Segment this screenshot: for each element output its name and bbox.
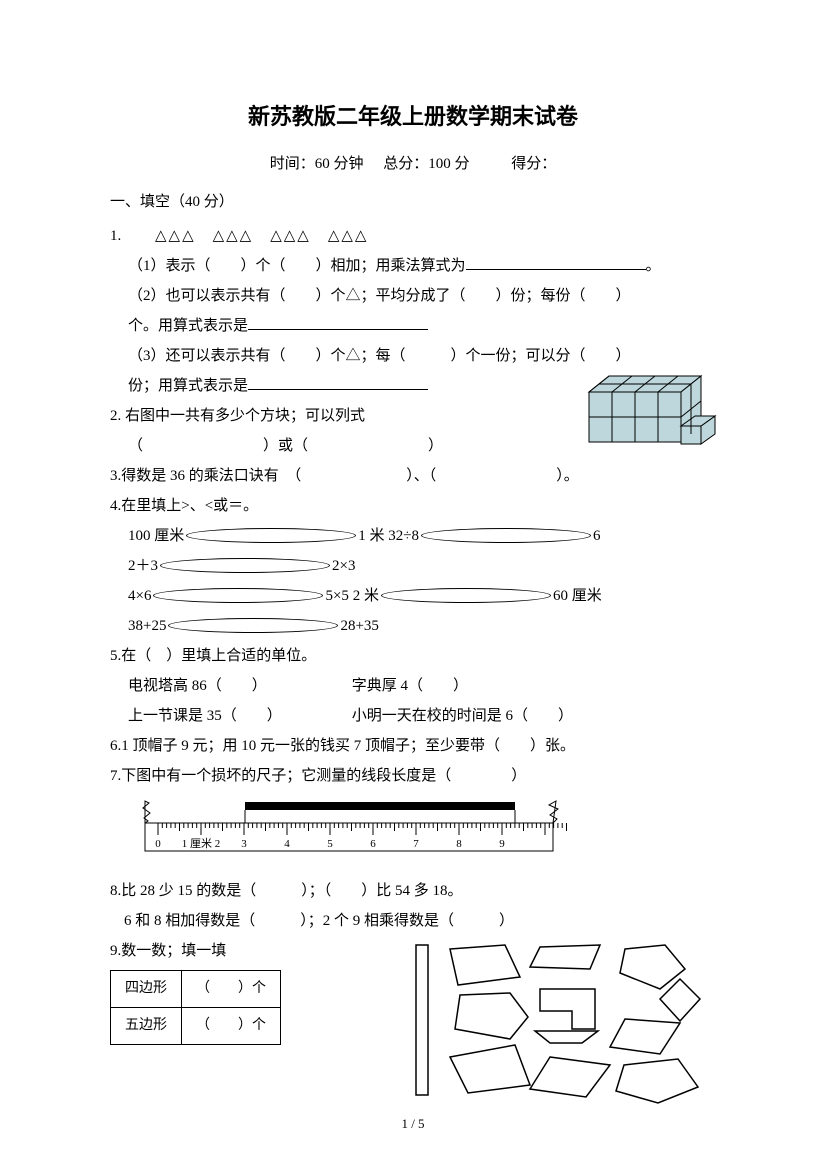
- blank: [248, 375, 428, 390]
- q5-row2: 上一节课是 35（ ） 小明一天在校的时间是 6（ ）: [128, 701, 716, 731]
- q4: 4.在里填上>、<或＝。: [110, 491, 716, 521]
- q8-num: 8.: [110, 883, 121, 899]
- q5-row1: 电视塔高 86（ ） 字典厚 4（ ）: [128, 671, 716, 701]
- q4-text: 在里填上>、<或＝。: [121, 498, 258, 514]
- q8-line2: 6 和 8 相加得数是（ ）；2 个 9 相乘得数是（ ）: [124, 906, 716, 936]
- q4-r1a: 100 厘米1 米: [128, 521, 385, 551]
- section-1-heading: 一、填空（40 分）: [110, 187, 716, 217]
- q2-text: 右图中一共有多少个方块；可以列式: [125, 408, 365, 424]
- q3: 3.得数是 36 的乘法口诀有 （ ）、（ ）。: [110, 461, 716, 491]
- q5-r1a: 电视塔高 86（ ）: [128, 671, 348, 701]
- q1: 1. △△△ △△△ △△△ △△△: [110, 221, 716, 251]
- q1-p1-text: （1）表示（ ）个（ ）相加；用乘法算式为: [128, 258, 466, 274]
- q1-p2b-text: 个。用算式表示是: [128, 318, 248, 334]
- q4-row2: 4×65×5 2 米60 厘米 38+2528+35: [128, 581, 716, 641]
- q2-num: 2.: [110, 408, 121, 424]
- table-row: 四边形 （ ）个: [111, 971, 281, 1008]
- q1-p3: （3）还可以表示共有（ ）个△；每（ ）个一份；可以分（ ）: [128, 341, 716, 371]
- q1-p3b-text: 份；用算式表示是: [128, 378, 248, 394]
- blank: [466, 255, 646, 270]
- svg-text:1 厘米 2: 1 厘米 2: [182, 837, 221, 850]
- q9-num: 9.: [110, 943, 121, 959]
- svg-text:6: 6: [370, 838, 376, 850]
- q7: 7.下图中有一个损坏的尺子；它测量的线段长度是（ ）: [110, 761, 716, 791]
- q5-r2b: 小明一天在校的时间是 6（ ）: [352, 701, 573, 731]
- cubes-figure: [581, 370, 721, 462]
- q6: 6.1 顶帽子 9 元；用 10 元一张的钱买 7 顶帽子；至少要带（ ）张。: [110, 731, 716, 761]
- q5-num: 5.: [110, 648, 121, 664]
- q4-num: 4.: [110, 498, 121, 514]
- q5-r1b: 字典厚 4（ ）: [352, 671, 572, 701]
- q9-r2-val: （ ）个: [182, 1008, 281, 1045]
- meta-row: 时间：60 分钟 总分：100 分 得分：: [110, 149, 716, 179]
- svg-text:0: 0: [155, 838, 161, 850]
- q4-r1c: 2＋32×3: [128, 551, 355, 581]
- q6-num: 6.: [110, 738, 121, 754]
- q1-p2: （2）也可以表示共有（ ）个△；平均分成了（ ）份；每份（ ）: [128, 281, 716, 311]
- q3-text: 得数是 36 的乘法口诀有 （ ）、（ ）。: [121, 468, 579, 484]
- q7-num: 7.: [110, 768, 121, 784]
- table-row: 五边形 （ ）个: [111, 1008, 281, 1045]
- svg-text:3: 3: [241, 838, 247, 850]
- q9-r2-label: 五边形: [111, 1008, 182, 1045]
- q1-p1: （1）表示（ ）个（ ）相加；用乘法算式为 。: [128, 251, 716, 281]
- svg-text:7: 7: [413, 838, 419, 850]
- shapes-figure: [410, 939, 710, 1109]
- q1-num: 1.: [110, 228, 121, 244]
- blank: [248, 315, 428, 330]
- q1-triangles: △△△ △△△ △△△ △△△: [155, 228, 368, 244]
- q8: 8.比 28 少 15 的数是（ ）；（ ）比 54 多 18。: [110, 876, 716, 906]
- q4-r2c: 38+2528+35: [128, 611, 379, 641]
- svg-text:4: 4: [284, 838, 290, 850]
- q9-text: 数一数；填一填: [121, 943, 226, 959]
- q1-p2b: 个。用算式表示是: [128, 311, 716, 341]
- page-number: 1 / 5: [0, 1111, 826, 1137]
- q9-r1-label: 四边形: [111, 971, 182, 1008]
- q7-text: 下图中有一个损坏的尺子；它测量的线段长度是（ ）: [121, 768, 526, 784]
- q5-r2a: 上一节课是 35（ ）: [128, 701, 348, 731]
- q5: 5.在（ ）里填上合适的单位。: [110, 641, 716, 671]
- svg-text:8: 8: [456, 838, 462, 850]
- q5-text: 在（ ）里填上合适的单位。: [121, 648, 316, 664]
- meta-total: 总分：100 分: [383, 156, 469, 172]
- q6-text: 1 顶帽子 9 元；用 10 元一张的钱买 7 顶帽子；至少要带（ ）张。: [121, 738, 575, 754]
- q8-text: 比 28 少 15 的数是（ ）；（ ）比 54 多 18。: [121, 883, 462, 899]
- ruler-figure: 0 1 厘米 2 3 4 5 6 7 8 9: [140, 799, 716, 868]
- q1-p1-end: 。: [646, 258, 661, 274]
- q4-r2a: 4×65×5: [128, 581, 349, 611]
- q3-num: 3.: [110, 468, 121, 484]
- q9-table: 四边形 （ ）个 五边形 （ ）个: [110, 970, 281, 1045]
- svg-text:9: 9: [499, 838, 505, 850]
- q4-row1: 100 厘米1 米 32÷86 2＋32×3: [128, 521, 716, 581]
- q4-r1b: 32÷86: [388, 521, 600, 551]
- page-title: 新苏教版二年级上册数学期末试卷: [110, 95, 716, 139]
- meta-time: 时间：60 分钟: [270, 156, 364, 172]
- q9-r1-val: （ ）个: [182, 971, 281, 1008]
- meta-score: 得分：: [511, 156, 556, 172]
- q4-r2b: 2 米60 厘米: [353, 581, 602, 611]
- svg-text:5: 5: [327, 838, 333, 850]
